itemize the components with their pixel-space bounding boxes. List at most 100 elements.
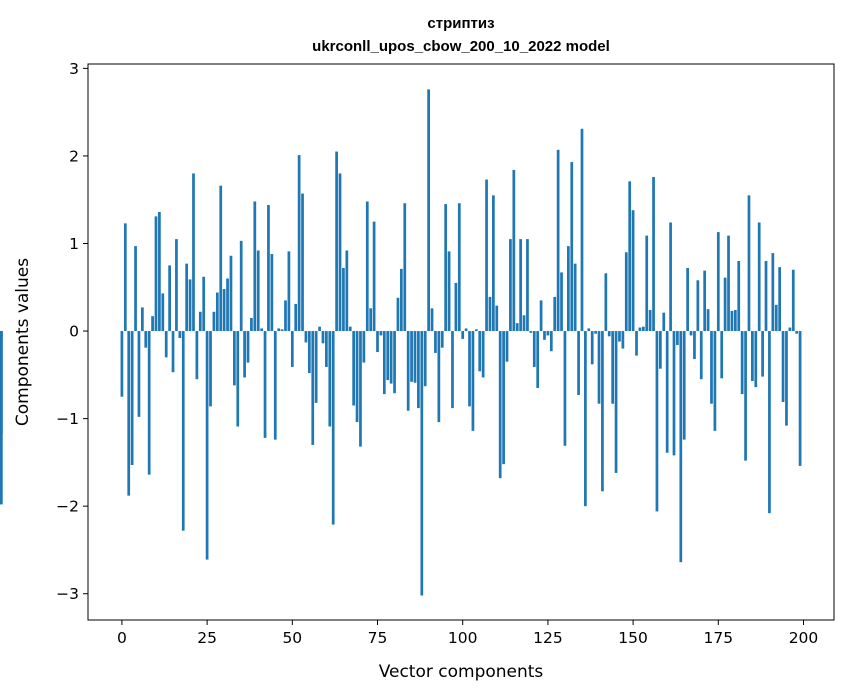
bar: [226, 278, 229, 332]
bar: [468, 331, 471, 407]
bar: [215, 292, 219, 332]
plot-frame: [87, 63, 835, 621]
bar: [410, 331, 413, 382]
bar: [774, 304, 778, 332]
bar: [580, 128, 584, 332]
bar: [713, 331, 717, 431]
bar: [795, 331, 799, 334]
x-tick-label: 50: [282, 629, 302, 647]
bar: [631, 210, 635, 332]
bar: [396, 297, 400, 332]
bar: [243, 331, 246, 378]
bar: [277, 328, 281, 332]
y-tick-label: 1: [69, 235, 79, 253]
bar: [147, 331, 151, 475]
bar: [382, 331, 386, 395]
bar: [287, 251, 291, 332]
bar: [0, 331, 3, 338]
bar: [284, 300, 287, 332]
bar: [659, 331, 662, 369]
bar: [171, 331, 175, 373]
bar: [648, 310, 652, 332]
bar: [440, 331, 444, 348]
y-tick-label: −1: [56, 410, 79, 428]
bar: [365, 201, 369, 332]
bar: [195, 331, 199, 380]
bar: [0, 331, 3, 505]
bar: [474, 329, 478, 332]
bar: [699, 331, 703, 380]
bar: [328, 331, 332, 427]
bar: [515, 323, 519, 332]
bar: [556, 149, 560, 332]
bar: [655, 331, 659, 512]
chart-subtitle: ukrconll_upos_cbow_200_10_2022 model: [312, 38, 610, 55]
bar: [348, 326, 352, 332]
bar: [577, 331, 580, 395]
bar: [430, 308, 434, 332]
bar: [413, 331, 417, 383]
bar: [239, 240, 243, 332]
bar: [785, 331, 788, 426]
bar: [359, 331, 362, 447]
bar: [386, 331, 390, 381]
y-tick-label: −3: [56, 585, 79, 603]
bar: [311, 331, 315, 445]
bar: [120, 331, 124, 397]
bar: [628, 181, 632, 332]
bar: [437, 331, 441, 423]
bar: [301, 193, 304, 332]
bar: [461, 331, 465, 339]
bar: [703, 270, 707, 332]
bar: [205, 331, 209, 560]
bar: [233, 331, 236, 386]
bar: [325, 331, 328, 367]
bar: [164, 331, 168, 358]
bar: [676, 331, 679, 346]
x-tick-label: 200: [789, 629, 819, 647]
bar: [423, 331, 427, 387]
bar: [618, 331, 621, 342]
bar: [624, 252, 628, 332]
bar: [682, 331, 686, 440]
bar: [403, 203, 407, 332]
bar: [188, 279, 192, 332]
bar: [464, 328, 468, 332]
bar: [509, 239, 512, 332]
bar: [130, 331, 134, 466]
bar: [536, 331, 540, 388]
bar: [389, 331, 393, 384]
bar: [175, 239, 178, 332]
x-axis-label: Vector components: [379, 662, 544, 682]
bar: [393, 331, 396, 394]
bar: [144, 331, 148, 348]
bar: [290, 331, 294, 367]
bar: [652, 176, 655, 332]
bar: [635, 331, 638, 356]
bar: [495, 305, 499, 332]
bar: [492, 195, 495, 332]
bar: [151, 316, 154, 332]
bar: [335, 151, 338, 332]
bar: [512, 169, 516, 332]
bar: [740, 331, 744, 395]
x-tick-label: 125: [533, 629, 563, 647]
bar: [209, 331, 212, 407]
bar: [457, 203, 461, 332]
y-tick-label: −2: [56, 498, 79, 516]
bar: [127, 331, 131, 496]
bar: [607, 331, 611, 337]
bar: [553, 296, 557, 332]
bar: [693, 331, 696, 360]
bar: [355, 331, 359, 423]
bar: [594, 331, 597, 334]
bar: [689, 331, 693, 336]
bar: [420, 331, 424, 596]
bar: [543, 331, 546, 340]
bar: [481, 331, 485, 378]
bar: [768, 331, 771, 514]
bar: [267, 204, 270, 332]
bar: [352, 331, 356, 406]
bar: [137, 331, 141, 417]
bar: [161, 293, 165, 332]
